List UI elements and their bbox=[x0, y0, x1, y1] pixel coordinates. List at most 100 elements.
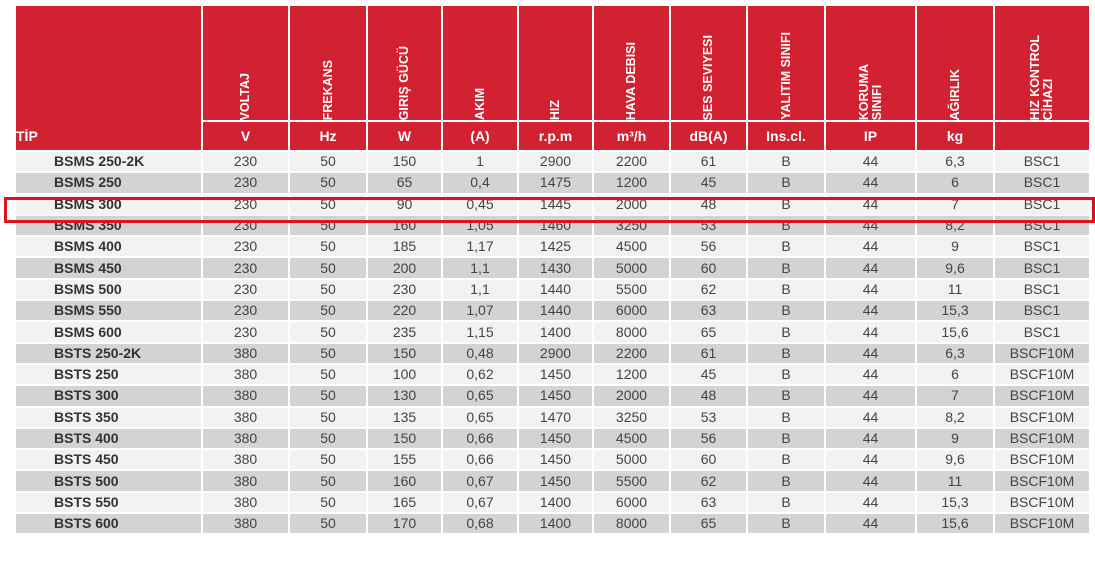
table-cell: BSCF10M bbox=[993, 384, 1091, 408]
table-cell: B bbox=[746, 362, 826, 387]
table-cell: 63 bbox=[669, 490, 748, 515]
column-header-label: HIZ KONTROL CİHAZI bbox=[1028, 34, 1055, 120]
table-cell: 44 bbox=[824, 256, 917, 280]
table-cell: 44 bbox=[824, 235, 917, 259]
unit-row: V Hz W (A) r.p.m m³/h dB(A) Ins.cl. IP kg bbox=[15, 120, 1091, 152]
table-cell: 230 bbox=[201, 149, 290, 174]
table-cell: 100 bbox=[366, 362, 443, 387]
table-cell: 50 bbox=[288, 149, 368, 174]
table-cell: BSCF10M bbox=[993, 448, 1091, 472]
model-name-cell: BSTS 350 bbox=[14, 405, 203, 429]
table-cell: 0,4 bbox=[441, 171, 519, 195]
table-cell: B bbox=[746, 192, 826, 216]
table-cell: 1 bbox=[441, 149, 519, 174]
model-name-cell: BSMS 300 bbox=[14, 192, 203, 216]
table-cell: 44 bbox=[824, 171, 917, 195]
table-cell: 65 bbox=[366, 171, 443, 195]
table-cell: B bbox=[746, 469, 826, 493]
table-cell: 53 bbox=[669, 405, 748, 429]
tip-header-label: TİP bbox=[16, 128, 38, 144]
column-header-label: HAVA DEBISI bbox=[624, 41, 638, 120]
table-row: BSMS 400 230 50 185 1,17 1425 4500 56 B 44 9 BSC1 bbox=[14, 235, 1091, 259]
table-cell: 1460 bbox=[517, 213, 594, 238]
column-header: HIZ bbox=[517, 4, 594, 122]
table-cell: 230 bbox=[201, 213, 290, 238]
table-row: BSMS 450 230 50 200 1,1 1430 5000 60 B 44 9,6 BSC1 bbox=[14, 256, 1091, 280]
model-name-cell: BSTS 250-2K bbox=[14, 341, 203, 365]
table-row: BSTS 300 380 50 130 0,65 1450 2000 48 B 44 7 BSCF10… bbox=[14, 384, 1091, 408]
table-cell: 7 bbox=[915, 384, 995, 408]
table-cell: 5500 bbox=[592, 277, 671, 302]
table-cell: BSCF10M bbox=[993, 490, 1091, 515]
table-cell: 230 bbox=[201, 299, 290, 323]
table-cell: BSCF10M bbox=[993, 426, 1091, 451]
table-cell: B bbox=[746, 299, 826, 323]
table-cell: 50 bbox=[288, 405, 368, 429]
model-name-cell: BSMS 400 bbox=[14, 235, 203, 259]
table-body: BSMS 250-2K 230 50 150 1 2900 2200 61 B 44 6,3 BSC1… bbox=[14, 149, 1091, 536]
table-cell: 130 bbox=[366, 384, 443, 408]
column-header-label: AKIM bbox=[472, 88, 487, 120]
model-name-cell: BSMS 250 bbox=[14, 171, 203, 195]
table-cell: BSC1 bbox=[993, 192, 1091, 216]
column-header-label: FREKANS bbox=[320, 59, 335, 120]
table-cell: 150 bbox=[366, 426, 443, 451]
table-cell: 230 bbox=[366, 277, 443, 302]
table-cell: 50 bbox=[288, 448, 368, 472]
table-cell: 170 bbox=[366, 512, 443, 536]
table-cell: 1,1 bbox=[441, 277, 519, 302]
table-cell: 185 bbox=[366, 235, 443, 259]
model-name-cell: BSMS 450 bbox=[14, 256, 203, 280]
table-cell: 135 bbox=[366, 405, 443, 429]
table-cell: 1440 bbox=[517, 299, 594, 323]
table-cell: 44 bbox=[824, 512, 917, 536]
column-unit: W bbox=[366, 120, 443, 152]
table-cell: 1440 bbox=[517, 277, 594, 302]
table-cell: 8000 bbox=[592, 320, 671, 344]
table-cell: BSCF10M bbox=[993, 341, 1091, 365]
table-cell: 1400 bbox=[517, 320, 594, 344]
table-cell: 165 bbox=[366, 490, 443, 515]
table-cell: 62 bbox=[669, 277, 748, 302]
table-cell: 1430 bbox=[517, 256, 594, 280]
table-cell: 2000 bbox=[592, 192, 671, 216]
table-cell: 50 bbox=[288, 512, 368, 536]
table-cell: 9 bbox=[915, 235, 995, 259]
table-cell: 50 bbox=[288, 256, 368, 280]
column-unit: IP bbox=[824, 120, 917, 152]
table-cell: B bbox=[746, 171, 826, 195]
table-cell: B bbox=[746, 448, 826, 472]
table-cell: 0,68 bbox=[441, 512, 519, 536]
table-cell: BSC1 bbox=[993, 235, 1091, 259]
table-cell: 230 bbox=[201, 192, 290, 216]
table-cell: B bbox=[746, 512, 826, 536]
table-cell: 380 bbox=[201, 341, 290, 365]
table-cell: 50 bbox=[288, 469, 368, 493]
table-cell: B bbox=[746, 426, 826, 451]
table-cell: 44 bbox=[824, 149, 917, 174]
table-cell: 6000 bbox=[592, 299, 671, 323]
table-cell: 44 bbox=[824, 299, 917, 323]
column-header-label: SES SEVIYESI bbox=[701, 34, 715, 120]
table-cell: 1450 bbox=[517, 362, 594, 387]
table-cell: 1425 bbox=[517, 235, 594, 259]
table-cell: 0,62 bbox=[441, 362, 519, 387]
table-cell: B bbox=[746, 341, 826, 365]
table-cell: 56 bbox=[669, 235, 748, 259]
table-cell: 6 bbox=[915, 171, 995, 195]
spec-table: TİP VOLTAJ FREKANS GIRIŞ GÜCÜ AKIM HIZ HAVA D… bbox=[14, 4, 1091, 536]
table-cell: BSC1 bbox=[993, 299, 1091, 323]
table-cell: 50 bbox=[288, 171, 368, 195]
table-cell: 63 bbox=[669, 299, 748, 323]
table-cell: BSC1 bbox=[993, 213, 1091, 238]
table-cell: 50 bbox=[288, 213, 368, 238]
table-cell: 380 bbox=[201, 512, 290, 536]
column-header-label: HIZ bbox=[548, 99, 562, 120]
table-cell: 1445 bbox=[517, 192, 594, 216]
table-cell: 44 bbox=[824, 192, 917, 216]
tip-header: TİP bbox=[14, 4, 203, 152]
table-cell: 15,3 bbox=[915, 299, 995, 323]
table-cell: 9 bbox=[915, 426, 995, 451]
table-cell: 2000 bbox=[592, 384, 671, 408]
column-header: KORUMA SINIFI bbox=[824, 4, 917, 122]
